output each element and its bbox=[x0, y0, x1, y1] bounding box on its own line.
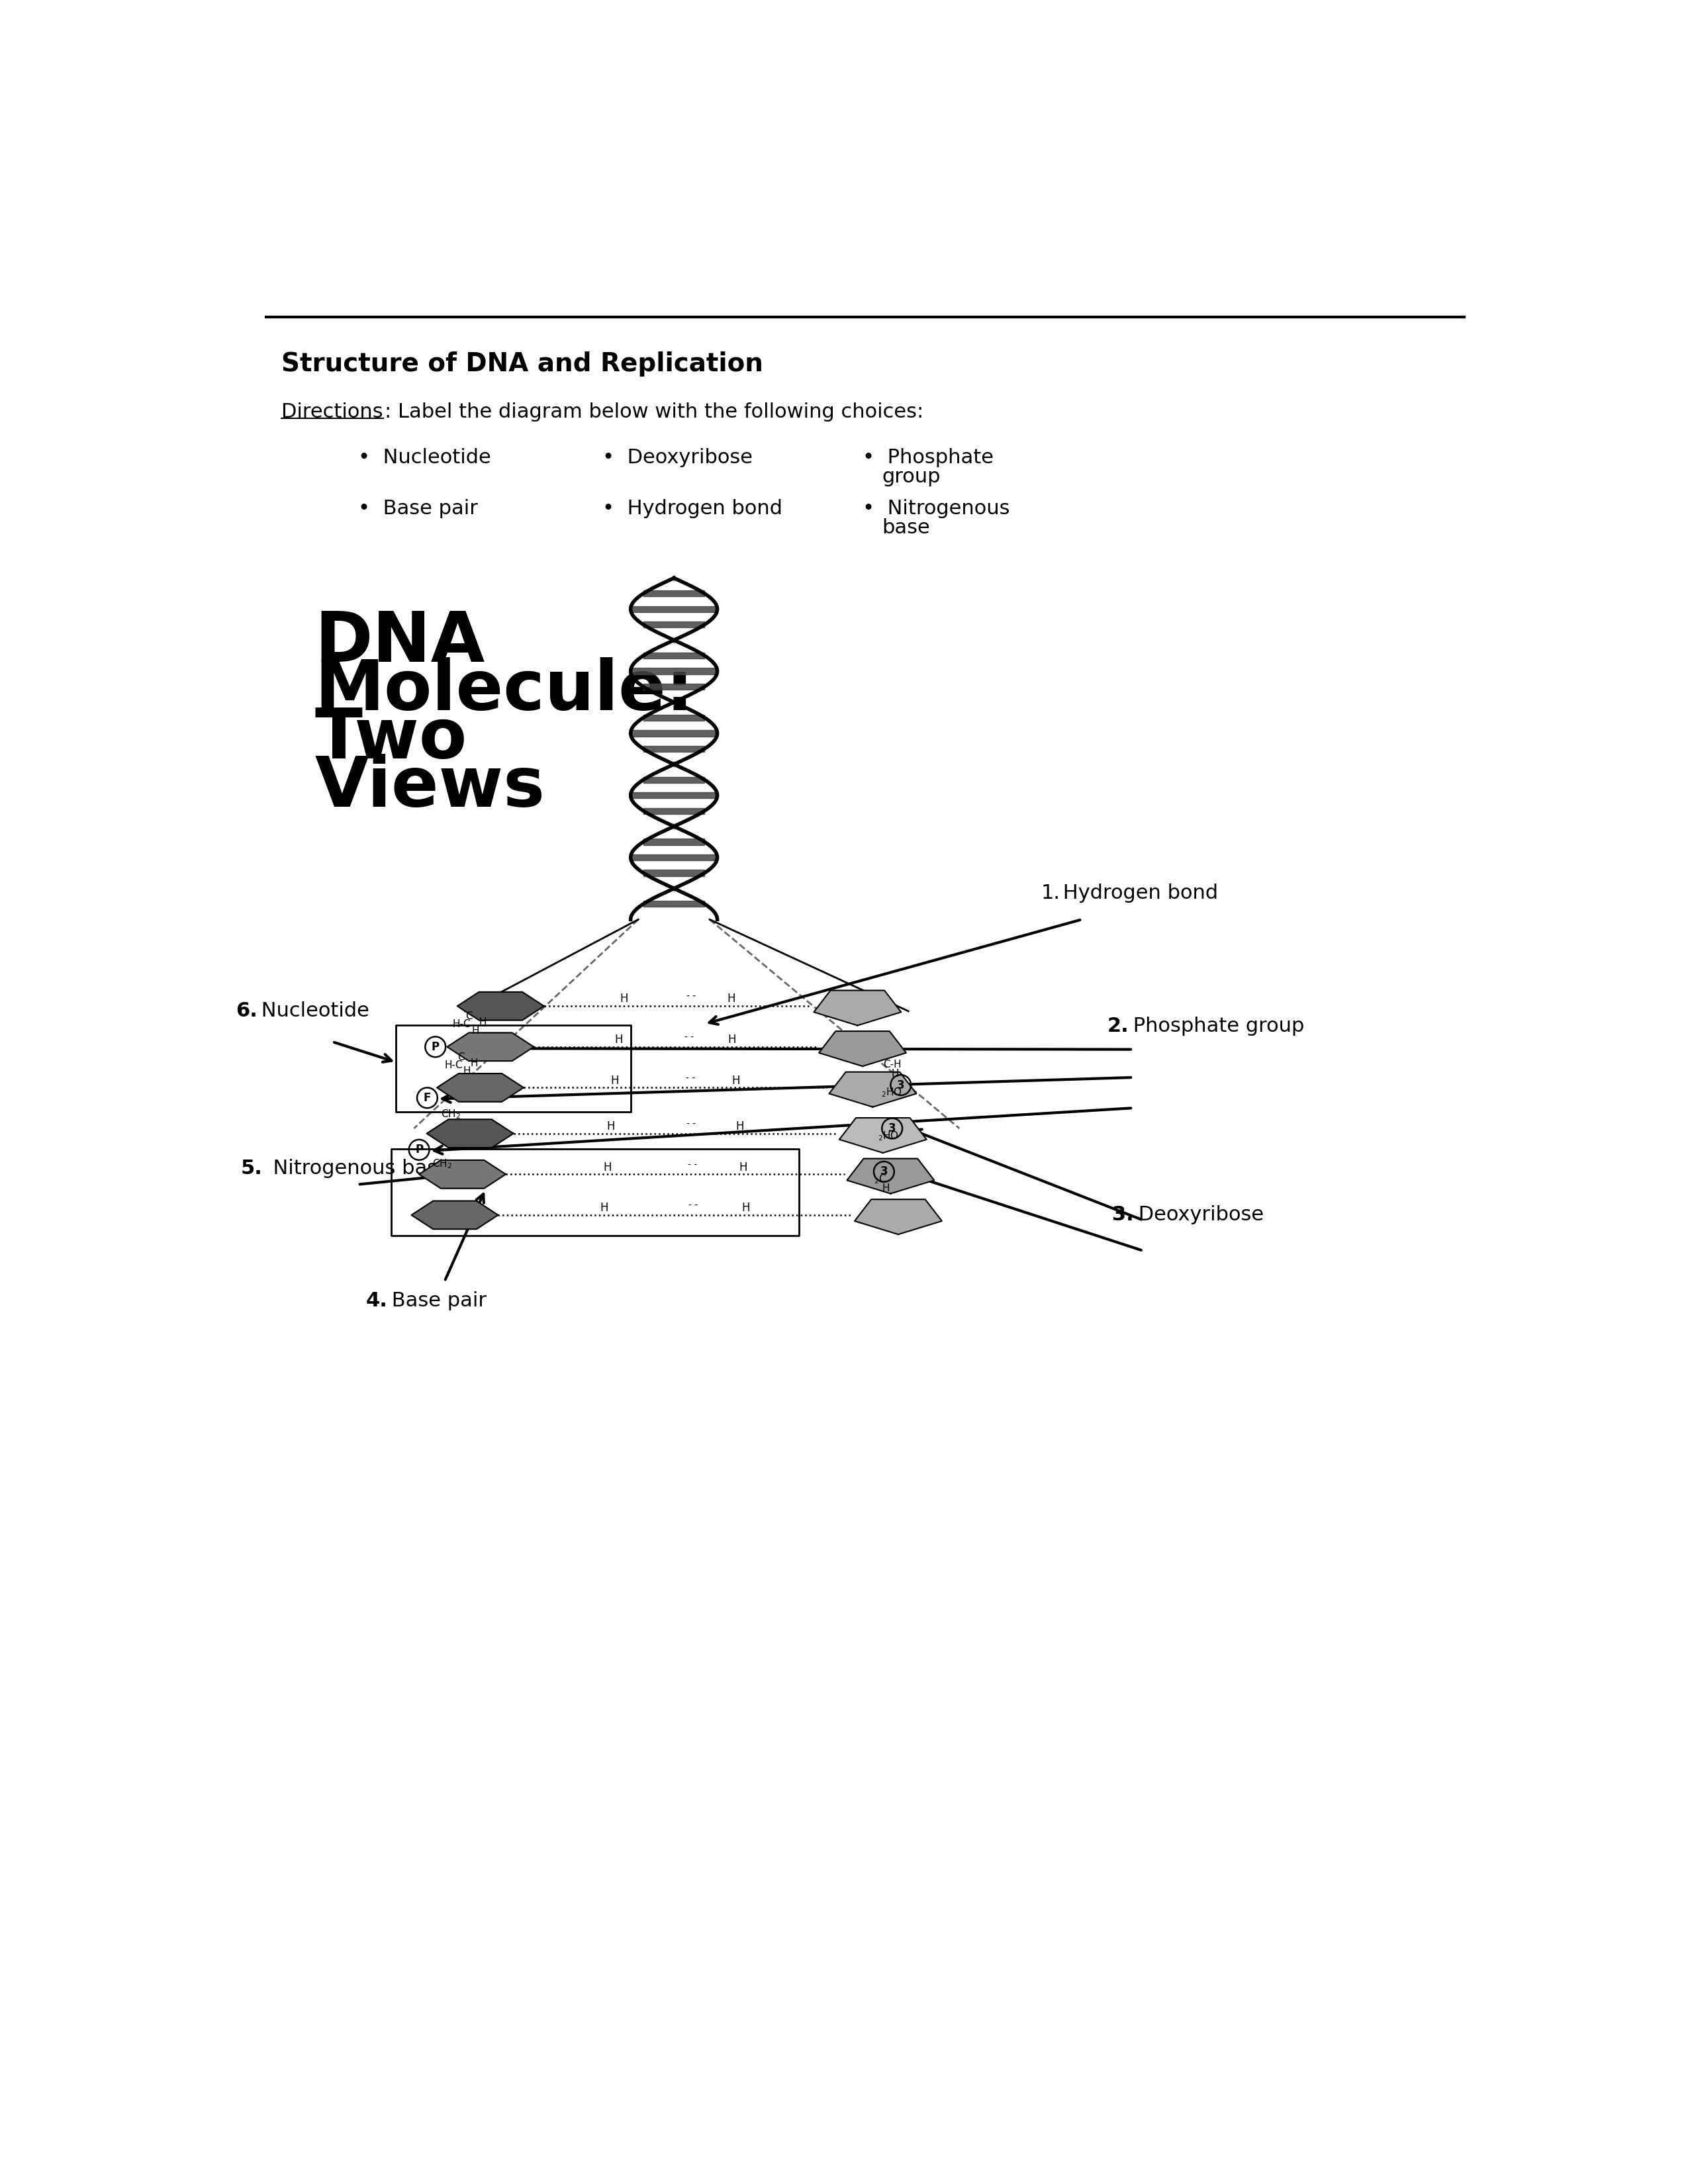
Text: C: C bbox=[457, 1053, 464, 1061]
Text: H: H bbox=[728, 1033, 736, 1046]
Text: Phosphate group: Phosphate group bbox=[1126, 1016, 1305, 1035]
Text: - -: - - bbox=[687, 992, 695, 1000]
Text: Hydrogen bond: Hydrogen bond bbox=[1057, 885, 1217, 902]
Polygon shape bbox=[643, 745, 704, 751]
Text: 4.: 4. bbox=[366, 1291, 387, 1310]
Polygon shape bbox=[643, 622, 704, 627]
Polygon shape bbox=[437, 1075, 523, 1101]
Polygon shape bbox=[847, 1158, 933, 1195]
Text: •  Base pair: • Base pair bbox=[358, 500, 478, 518]
Text: H: H bbox=[471, 1026, 479, 1035]
Polygon shape bbox=[631, 605, 717, 612]
Text: : Label the diagram below with the following choices:: : Label the diagram below with the follo… bbox=[385, 402, 923, 422]
Text: 3: 3 bbox=[896, 1079, 905, 1092]
Polygon shape bbox=[457, 992, 544, 1020]
Polygon shape bbox=[839, 1118, 927, 1153]
Text: H: H bbox=[743, 1201, 749, 1214]
Text: Two: Two bbox=[314, 705, 468, 773]
Text: F: F bbox=[424, 1092, 430, 1103]
Polygon shape bbox=[643, 714, 704, 721]
Polygon shape bbox=[643, 778, 704, 782]
Text: H: H bbox=[891, 1068, 898, 1079]
Text: 5.: 5. bbox=[241, 1160, 262, 1177]
Bar bbox=[392, 1149, 798, 1236]
Text: H: H bbox=[471, 1059, 478, 1068]
Text: - -: - - bbox=[687, 1118, 695, 1129]
Text: P: P bbox=[432, 1042, 439, 1053]
Polygon shape bbox=[643, 869, 704, 876]
Text: H: H bbox=[728, 994, 736, 1005]
Text: $_2$C: $_2$C bbox=[874, 1173, 886, 1186]
Polygon shape bbox=[419, 1160, 506, 1188]
Text: - -: - - bbox=[687, 1160, 697, 1168]
Text: 3: 3 bbox=[888, 1123, 896, 1133]
Polygon shape bbox=[643, 590, 704, 596]
Polygon shape bbox=[412, 1201, 498, 1230]
Text: Base pair: Base pair bbox=[385, 1291, 486, 1310]
Polygon shape bbox=[447, 1033, 533, 1061]
Text: - -: - - bbox=[685, 1033, 694, 1042]
Polygon shape bbox=[814, 989, 901, 1026]
Text: $_2$HO: $_2$HO bbox=[878, 1129, 900, 1142]
Polygon shape bbox=[643, 684, 704, 690]
Text: •  Hydrogen bond: • Hydrogen bond bbox=[603, 500, 783, 518]
Text: DNA: DNA bbox=[314, 609, 484, 677]
Text: H: H bbox=[479, 1018, 486, 1026]
Text: •  Phosphate: • Phosphate bbox=[863, 448, 994, 467]
Polygon shape bbox=[631, 793, 717, 799]
Polygon shape bbox=[854, 1199, 942, 1234]
Polygon shape bbox=[643, 808, 704, 815]
Polygon shape bbox=[631, 668, 717, 675]
Text: H: H bbox=[736, 1120, 744, 1131]
Polygon shape bbox=[643, 839, 704, 845]
Text: Structure of DNA and Replication: Structure of DNA and Replication bbox=[282, 352, 763, 376]
Text: CH$_2$: CH$_2$ bbox=[432, 1158, 452, 1171]
Text: C: C bbox=[466, 1011, 473, 1022]
Text: 3: 3 bbox=[879, 1166, 888, 1177]
Text: CH$_2$: CH$_2$ bbox=[441, 1107, 461, 1120]
Polygon shape bbox=[631, 729, 717, 736]
Polygon shape bbox=[427, 1120, 513, 1147]
Text: •  Nucleotide: • Nucleotide bbox=[358, 448, 491, 467]
Text: $_2$HO: $_2$HO bbox=[881, 1088, 901, 1099]
Text: group: group bbox=[881, 467, 940, 487]
Polygon shape bbox=[643, 900, 704, 906]
Text: Deoxyribose: Deoxyribose bbox=[1131, 1206, 1264, 1223]
Text: Views: Views bbox=[314, 753, 545, 821]
Text: - -: - - bbox=[689, 1201, 697, 1210]
Text: C-H: C-H bbox=[883, 1059, 901, 1070]
Text: 2.: 2. bbox=[1107, 1016, 1129, 1035]
Text: H: H bbox=[611, 1075, 619, 1085]
Text: H: H bbox=[606, 1120, 614, 1131]
Text: •  Deoxyribose: • Deoxyribose bbox=[603, 448, 753, 467]
Bar bbox=[397, 1026, 631, 1112]
Text: H: H bbox=[881, 1184, 890, 1192]
Text: H: H bbox=[619, 994, 628, 1005]
Text: H: H bbox=[463, 1066, 471, 1077]
Text: H-C: H-C bbox=[444, 1059, 463, 1070]
Text: 3.: 3. bbox=[1112, 1206, 1134, 1223]
Text: H: H bbox=[603, 1162, 611, 1173]
Text: H: H bbox=[601, 1201, 608, 1214]
Text: - -: - - bbox=[685, 1072, 695, 1083]
Text: •  Nitrogenous: • Nitrogenous bbox=[863, 500, 1009, 518]
Text: H: H bbox=[733, 1075, 739, 1085]
Polygon shape bbox=[829, 1072, 917, 1107]
Text: 6.: 6. bbox=[236, 1000, 257, 1020]
Text: Directions: Directions bbox=[282, 402, 383, 422]
Text: H: H bbox=[739, 1162, 748, 1173]
Text: Nitrogenous base: Nitrogenous base bbox=[260, 1160, 451, 1177]
Text: base: base bbox=[881, 518, 930, 537]
Text: H-C: H-C bbox=[452, 1020, 471, 1029]
Polygon shape bbox=[643, 653, 704, 660]
Text: Molecule:: Molecule: bbox=[314, 657, 694, 725]
Text: Nucleotide: Nucleotide bbox=[255, 1000, 370, 1020]
Polygon shape bbox=[631, 854, 717, 860]
Text: 1.: 1. bbox=[1041, 885, 1060, 902]
Polygon shape bbox=[819, 1031, 906, 1066]
Text: P: P bbox=[415, 1144, 424, 1155]
Text: H: H bbox=[614, 1033, 623, 1046]
